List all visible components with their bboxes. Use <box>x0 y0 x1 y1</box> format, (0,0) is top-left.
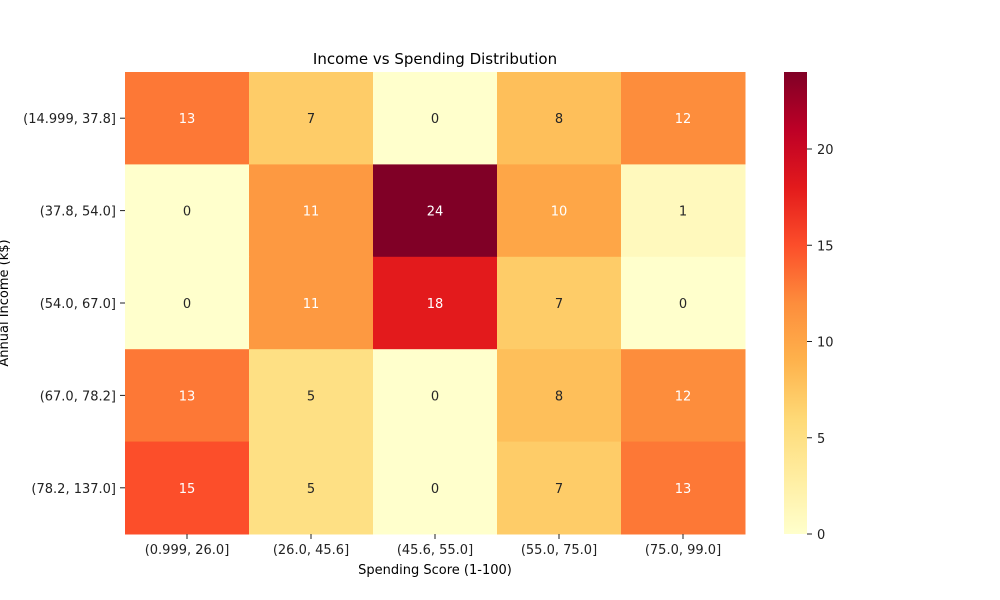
cell-value-r2-c3: 7 <box>555 297 563 312</box>
heatmap-cell-r2-c4 <box>621 256 746 350</box>
cell-value-r2-c2: 18 <box>427 297 444 312</box>
cell-value-r4-c4: 13 <box>675 482 692 497</box>
cell-value-r1-c0: 0 <box>183 205 191 220</box>
cell-value-r2-c1: 11 <box>303 297 320 312</box>
heatmap-cell-r2-c1 <box>249 256 374 350</box>
colorbar-tick-label: 0 <box>817 528 825 543</box>
heatmap-cell-r4-c3 <box>497 441 622 535</box>
heatmap-cell-r1-c3 <box>497 164 622 258</box>
cell-value-r4-c3: 7 <box>555 482 563 497</box>
heatmap-cells <box>125 72 746 535</box>
x-axis-ticks: (0.999, 26.0] (26.0, 45.6] (45.6, 55.0] (55… <box>145 534 721 558</box>
colorbar <box>784 72 807 534</box>
heatmap-cell-r2-c2 <box>373 256 498 350</box>
y-tick-label: (67.0, 78.2] <box>40 389 116 404</box>
heatmap-cell-r3-c1 <box>249 349 374 443</box>
cell-value-r1-c1: 11 <box>303 205 320 220</box>
heatmap-cell-r1-c2 <box>373 164 498 258</box>
cell-value-r1-c4: 1 <box>679 205 687 220</box>
colorbar-tick-label: 15 <box>817 239 834 254</box>
x-tick-label: (0.999, 26.0] <box>145 543 230 558</box>
cell-value-r0-c4: 12 <box>675 112 692 127</box>
heatmap-cell-r3-c3 <box>497 349 622 443</box>
heatmap-cell-r3-c0 <box>125 349 250 443</box>
cell-value-r3-c2: 0 <box>431 389 439 404</box>
heatmap-cell-r4-c0 <box>125 441 250 535</box>
x-tick-label: (26.0, 45.6] <box>273 543 349 558</box>
heatmap-cell-r4-c2 <box>373 441 498 535</box>
x-tick-label: (45.6, 55.0] <box>397 543 473 558</box>
cell-value-r1-c3: 10 <box>551 205 568 220</box>
cell-value-r0-c1: 7 <box>307 112 315 127</box>
x-axis-label: Spending Score (1-100) <box>358 563 512 578</box>
cell-value-r2-c4: 0 <box>679 297 687 312</box>
heatmap-cell-r4-c4 <box>621 441 746 535</box>
cell-value-r3-c3: 8 <box>555 389 563 404</box>
y-tick-label: (78.2, 137.0] <box>31 482 116 497</box>
cell-value-r4-c0: 15 <box>179 482 196 497</box>
y-axis-label: Annual Income (k$) <box>0 239 12 366</box>
cell-value-r1-c2: 24 <box>427 205 444 220</box>
x-tick-label: (55.0, 75.0] <box>521 543 597 558</box>
heatmap-cell-r4-c1 <box>249 441 374 535</box>
cell-value-r0-c0: 13 <box>179 112 196 127</box>
x-tick-label: (75.0, 99.0] <box>645 543 721 558</box>
y-tick-label: (14.999, 37.8] <box>23 112 116 127</box>
heatmap-cell-r2-c0 <box>125 256 250 350</box>
heatmap-cell-r0-c0 <box>125 72 250 165</box>
cell-value-r0-c2: 0 <box>431 112 439 127</box>
chart-title: Income vs Spending Distribution <box>313 50 557 68</box>
heatmap-cell-r3-c4 <box>621 349 746 443</box>
heatmap-cell-r3-c2 <box>373 349 498 443</box>
heatmap-cell-r0-c3 <box>497 72 622 165</box>
colorbar-tick-label: 20 <box>817 143 834 158</box>
cell-value-r3-c4: 12 <box>675 389 692 404</box>
heatmap-cell-r0-c4 <box>621 72 746 165</box>
heatmap-cell-r0-c2 <box>373 72 498 165</box>
colorbar-ticks: 0 5 10 15 20 <box>807 143 834 543</box>
y-axis-ticks: (14.999, 37.8] (37.8, 54.0] (54.0, 67.0] (6… <box>23 112 125 497</box>
cell-value-r4-c1: 5 <box>307 482 315 497</box>
heatmap-cell-r1-c1 <box>249 164 374 258</box>
cell-value-r3-c0: 13 <box>179 389 196 404</box>
heatmap-cell-r2-c3 <box>497 256 622 350</box>
cell-value-r4-c2: 0 <box>431 482 439 497</box>
cell-value-r3-c1: 5 <box>307 389 315 404</box>
y-tick-label: (54.0, 67.0] <box>40 297 116 312</box>
cell-value-r0-c3: 8 <box>555 112 563 127</box>
y-tick-label: (37.8, 54.0] <box>40 205 116 220</box>
heatmap-cell-r1-c0 <box>125 164 250 258</box>
colorbar-tick-label: 10 <box>817 336 834 351</box>
cell-value-r2-c0: 0 <box>183 297 191 312</box>
colorbar-tick-label: 5 <box>817 432 825 447</box>
heatmap-cell-r1-c4 <box>621 164 746 258</box>
heatmap-cell-r0-c1 <box>249 72 374 165</box>
